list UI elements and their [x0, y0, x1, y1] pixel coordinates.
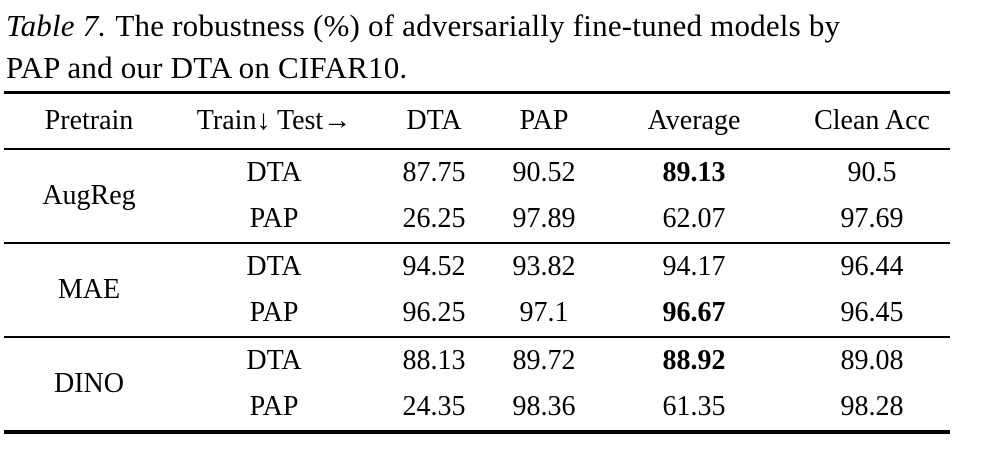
table-row: PAP 26.25 97.89 62.07 97.69	[4, 196, 950, 243]
cell-value: 98.28	[840, 391, 904, 422]
cell-value: 94.52	[402, 251, 466, 282]
cell-value: 94.17	[662, 251, 726, 282]
column-header-dta: DTA	[374, 92, 494, 150]
pretrain-label: MAE	[57, 274, 121, 305]
train-label: PAP	[249, 203, 299, 234]
cell-value: 90.5	[847, 157, 897, 188]
train-label: DTA	[246, 157, 302, 188]
group-dino: DINO DTA 88.13 89.72 88.92 89.08 PAP 24.…	[4, 337, 950, 432]
cell-value: 97.89	[512, 203, 576, 234]
column-header-pap: PAP	[494, 92, 594, 150]
cell-value: 97.69	[840, 203, 904, 234]
table-row: PAP 96.25 97.1 96.67 96.45	[4, 290, 950, 337]
caption-text-line1: The robustness (%) of adversarially fine…	[115, 8, 841, 43]
cell-value: 89.72	[512, 345, 576, 376]
table-row: DINO DTA 88.13 89.72 88.92 89.08	[4, 337, 950, 399]
train-label: PAP	[249, 297, 299, 328]
table-row: MAE DTA 94.52 93.82 94.17 96.44	[4, 243, 950, 305]
column-header-pretrain: Pretrain	[4, 92, 174, 150]
cell-value: 26.25	[402, 203, 466, 234]
cell-value: 61.35	[662, 391, 726, 422]
train-label: PAP	[249, 391, 299, 422]
train-label: DTA	[246, 251, 302, 282]
group-augreg: AugReg DTA 87.75 90.52 89.13 90.5 PAP 26…	[4, 149, 950, 243]
cell-value: 89.08	[840, 345, 904, 376]
cell-value: 24.35	[402, 391, 466, 422]
column-header-average: Average	[594, 92, 794, 150]
cell-value: 97.1	[519, 297, 569, 328]
cell-value: 62.07	[662, 203, 726, 234]
table-row: PAP 24.35 98.36 61.35 98.28	[4, 384, 950, 432]
cell-value-best: 89.13	[662, 157, 726, 188]
cell-value: 96.44	[840, 251, 904, 282]
cell-value-best: 96.67	[662, 297, 726, 328]
column-header-clean-acc: Clean Acc	[794, 92, 950, 150]
cell-value-best: 88.92	[662, 345, 726, 376]
cell-value: 88.13	[402, 345, 466, 376]
table-row: AugReg DTA 87.75 90.52 89.13 90.5	[4, 149, 950, 211]
train-label: DTA	[246, 345, 302, 376]
cell-value: 90.52	[512, 157, 576, 188]
group-mae: MAE DTA 94.52 93.82 94.17 96.44 PAP 96.2…	[4, 243, 950, 337]
pretrain-label: AugReg	[42, 180, 136, 211]
results-table: Pretrain Train↓ Test→ DTA PAP Average Cl…	[4, 91, 950, 434]
cell-value: 87.75	[402, 157, 466, 188]
pretrain-label: DINO	[54, 368, 124, 399]
cell-value: 93.82	[512, 251, 576, 282]
column-header-train-test: Train↓ Test→	[174, 92, 374, 150]
cell-value: 98.36	[512, 391, 576, 422]
table-header-row: Pretrain Train↓ Test→ DTA PAP Average Cl…	[4, 92, 950, 150]
cell-value: 96.45	[840, 297, 904, 328]
caption-text-line2: PAP and our DTA on CIFAR10.	[6, 50, 408, 85]
caption-label: Table 7.	[6, 8, 107, 43]
table-caption: Table 7. The robustness (%) of adversaria…	[0, 0, 984, 89]
cell-value: 96.25	[402, 297, 466, 328]
